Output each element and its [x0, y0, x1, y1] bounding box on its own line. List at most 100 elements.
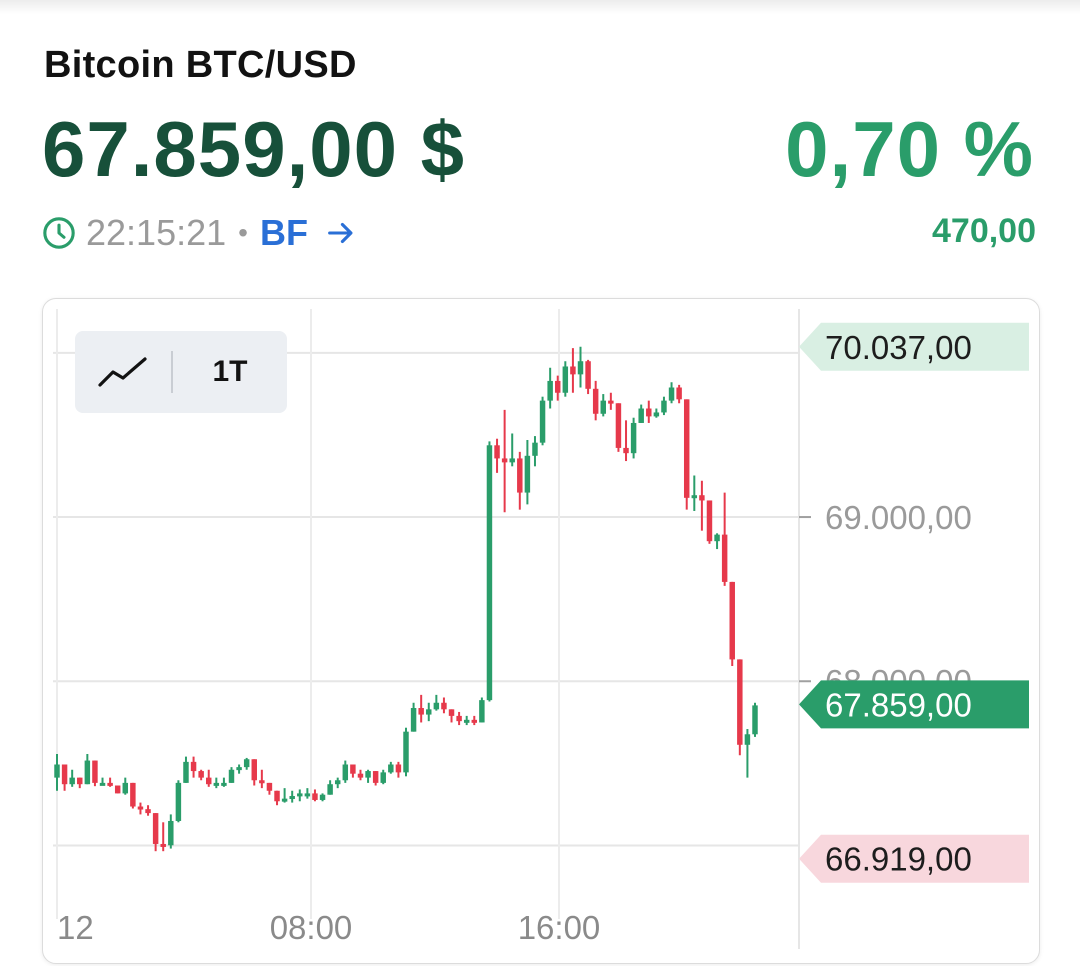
candle-body [494, 445, 500, 459]
candle [570, 348, 576, 393]
candle-body [243, 759, 250, 768]
candle-body [114, 785, 121, 794]
candle-body [372, 771, 379, 783]
candle-body [61, 764, 68, 785]
x-axis-ticks: 12 08:00 16:00 [57, 909, 600, 946]
candle [539, 396, 546, 446]
chart-type-button[interactable] [75, 331, 171, 413]
candle [699, 480, 705, 531]
candle [737, 659, 743, 756]
price-marker-tag [799, 680, 1029, 729]
candle [721, 492, 728, 586]
asset-title: Bitcoin BTC/USD [44, 44, 357, 86]
price-marker-tag [799, 322, 1029, 371]
chart-toolbar: 1T [75, 331, 287, 413]
candle-body [342, 764, 349, 781]
candle [714, 533, 720, 550]
candle-body [228, 769, 235, 783]
candle [297, 789, 303, 802]
candle-body [312, 793, 318, 800]
exchange-link[interactable]: BF [259, 212, 308, 253]
change-percent: 0,70 % [785, 105, 1034, 193]
candle [114, 785, 121, 794]
candle-body [350, 764, 356, 774]
candle-body [456, 715, 462, 722]
candle [130, 782, 136, 809]
candle [198, 769, 204, 781]
candle [84, 753, 91, 785]
candle-body [190, 761, 197, 772]
price-marker-high: 70.037,00 [799, 322, 1029, 371]
current-price: 67.859,00 $ [42, 105, 466, 193]
top-edge-shadow [0, 0, 1080, 14]
candle [426, 702, 432, 722]
quote-time: 22:15:21 [86, 212, 227, 253]
candle [585, 359, 591, 395]
candle [152, 813, 159, 852]
candle [441, 697, 447, 714]
candle [471, 715, 478, 726]
candle-body [145, 809, 151, 814]
candle [555, 375, 561, 401]
x-tick-label: 12 [57, 909, 94, 946]
candle [319, 793, 326, 802]
candle [266, 782, 273, 795]
candle-body [585, 361, 591, 389]
candle [357, 769, 364, 781]
arrow-right-icon[interactable] [324, 216, 358, 250]
candle-body [410, 708, 417, 732]
candle-body [737, 659, 743, 745]
candle [221, 777, 227, 787]
candle-body [539, 400, 546, 443]
candle-body [646, 408, 652, 417]
candle-body [266, 782, 273, 791]
candle-body [122, 782, 129, 794]
candle-body [615, 403, 622, 448]
candle-body [327, 784, 333, 795]
x-tick-label: 08:00 [270, 909, 353, 946]
candle-body [486, 445, 493, 701]
candle [372, 771, 379, 786]
candle [668, 382, 675, 404]
candle-body [517, 458, 523, 493]
candle [403, 727, 409, 777]
range-button-1t[interactable]: 1T [212, 355, 248, 388]
candle-body [547, 380, 553, 401]
candle-body [638, 408, 644, 423]
candle [274, 790, 280, 806]
candle [327, 780, 333, 795]
candle-body [706, 500, 713, 542]
candle [653, 408, 660, 418]
quote-meta-row: 22:15:21 • BF [42, 210, 358, 256]
candle [577, 346, 584, 388]
price-marker-label: 67.859,00 [825, 686, 972, 723]
candle-body [570, 366, 576, 375]
candle-body [130, 782, 136, 807]
candle-body [236, 767, 242, 771]
candle [676, 384, 682, 404]
candle [190, 756, 197, 778]
candle-body [304, 793, 311, 797]
y-tick-label: 69.000,00 [825, 499, 972, 536]
candle-body [479, 700, 485, 723]
candle [547, 367, 553, 409]
candle-body [744, 734, 751, 745]
x-tick-label: 16:00 [518, 909, 601, 946]
candle [175, 780, 182, 823]
candle [433, 694, 440, 711]
candle [160, 822, 166, 852]
price-marker-low: 66.919,00 [799, 834, 1029, 883]
candle [243, 757, 250, 770]
candle-body [259, 780, 265, 784]
candle-body [137, 806, 144, 810]
candle [334, 777, 341, 789]
candle [304, 788, 311, 799]
candle [350, 764, 356, 778]
candle [289, 790, 295, 803]
candle [623, 420, 629, 462]
candle-body [403, 731, 409, 773]
candle-body [524, 455, 531, 493]
candle-body [463, 719, 470, 723]
